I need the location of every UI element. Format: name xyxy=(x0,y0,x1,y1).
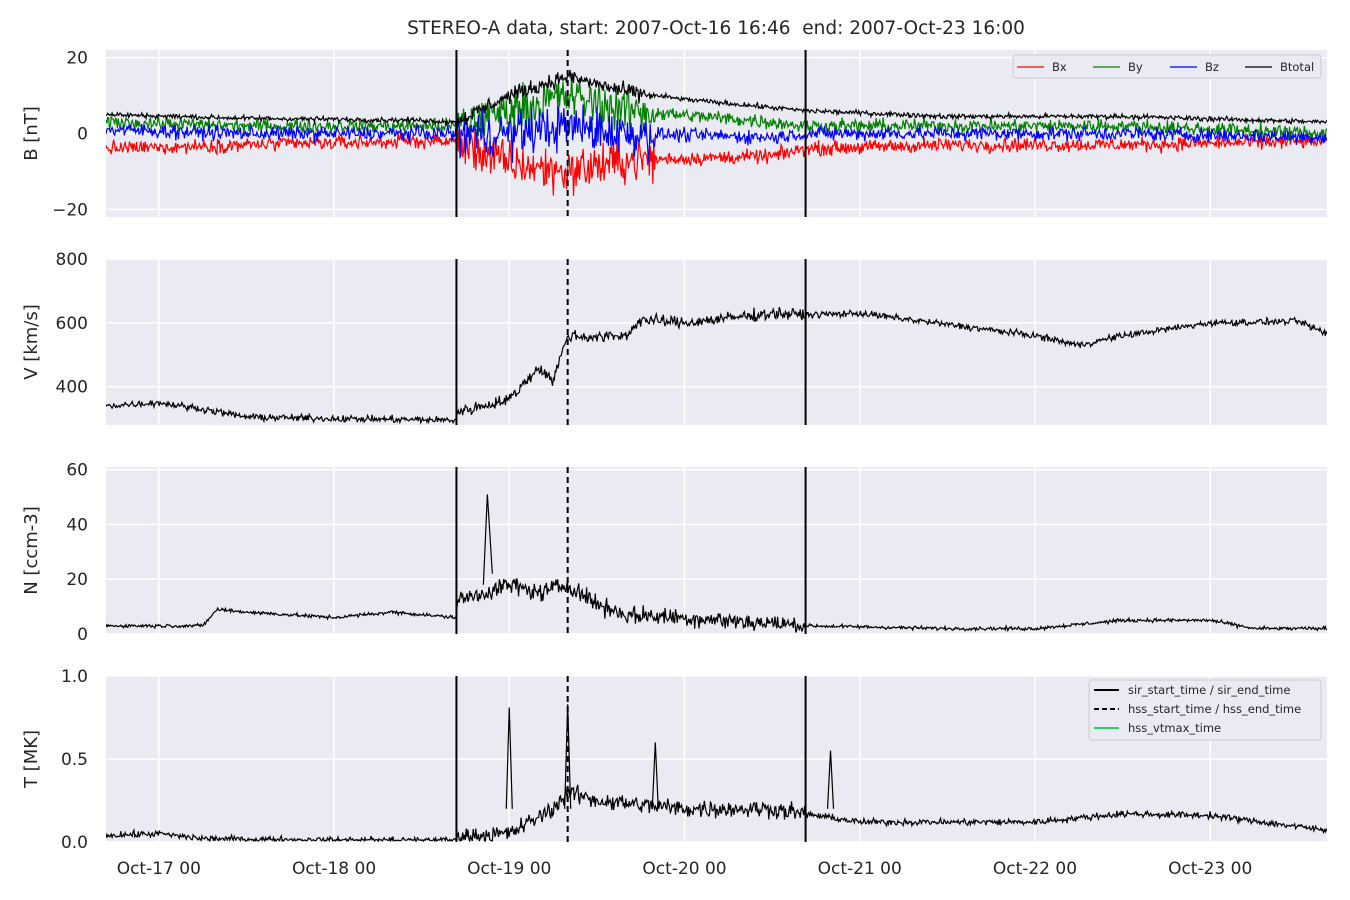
legend-label-by: By xyxy=(1128,60,1143,74)
t-legend-box xyxy=(1088,679,1322,741)
y-tick-label: 40 xyxy=(66,515,88,535)
series-line-by xyxy=(106,72,1327,142)
y-tick-label: 0 xyxy=(77,625,88,645)
y-tick-label: 20 xyxy=(66,570,88,590)
y-axis-label: B [nT] xyxy=(21,106,42,161)
x-tick-label: Oct-19 00 xyxy=(467,859,551,879)
temperature-spike xyxy=(826,750,835,809)
legend-label-event: sir_start_time / sir_end_time xyxy=(1128,683,1290,697)
x-tick-label: Oct-17 00 xyxy=(117,859,201,879)
series-line-bz xyxy=(106,104,1327,163)
y-axis-label: T [MK] xyxy=(21,730,42,789)
panel-2-background xyxy=(106,467,1327,634)
x-tick-label: Oct-18 00 xyxy=(292,859,376,879)
y-axis-label: N [ccm-3] xyxy=(21,506,42,595)
series-line-panel-2 xyxy=(106,578,1327,633)
series-line-panel-3 xyxy=(106,784,1327,842)
b-legend-box xyxy=(1012,54,1322,79)
temperature-spike xyxy=(564,704,572,809)
y-tick-label: −20 xyxy=(52,200,88,220)
y-tick-label: 0 xyxy=(77,125,88,145)
x-tick-label: Oct-23 00 xyxy=(1168,859,1252,879)
legend-label-event: hss_vtmax_time xyxy=(1128,721,1221,735)
panel-1-background xyxy=(106,259,1327,425)
x-tick-label: Oct-21 00 xyxy=(818,859,902,879)
y-axis-label: V [km/s] xyxy=(21,304,42,379)
y-tick-label: 800 xyxy=(56,250,88,270)
legend-label-bz: Bz xyxy=(1205,60,1219,74)
y-tick-label: 20 xyxy=(66,49,88,69)
temperature-spike xyxy=(505,707,513,809)
x-tick-label: Oct-20 00 xyxy=(642,859,726,879)
density-spike xyxy=(482,494,493,585)
series-line-btotal xyxy=(106,69,1327,127)
legend-label-event: hss_start_time / hss_end_time xyxy=(1128,702,1301,716)
legend-label-bx: Bx xyxy=(1052,60,1067,74)
series-line-panel-1 xyxy=(106,306,1327,425)
legend-label-btotal: Btotal xyxy=(1280,60,1314,74)
y-tick-label: 600 xyxy=(56,314,88,334)
x-tick-label: Oct-22 00 xyxy=(993,859,1077,879)
y-tick-label: 400 xyxy=(56,378,88,398)
y-tick-label: 1.0 xyxy=(61,667,88,687)
chart-title: STEREO-A data, start: 2007-Oct-16 16:46 … xyxy=(407,18,1025,39)
temperature-spike xyxy=(651,742,659,809)
series-line-bx xyxy=(106,124,1327,196)
y-tick-label: 0.0 xyxy=(61,833,88,853)
y-tick-label: 60 xyxy=(66,461,88,481)
y-tick-label: 0.5 xyxy=(61,750,88,770)
